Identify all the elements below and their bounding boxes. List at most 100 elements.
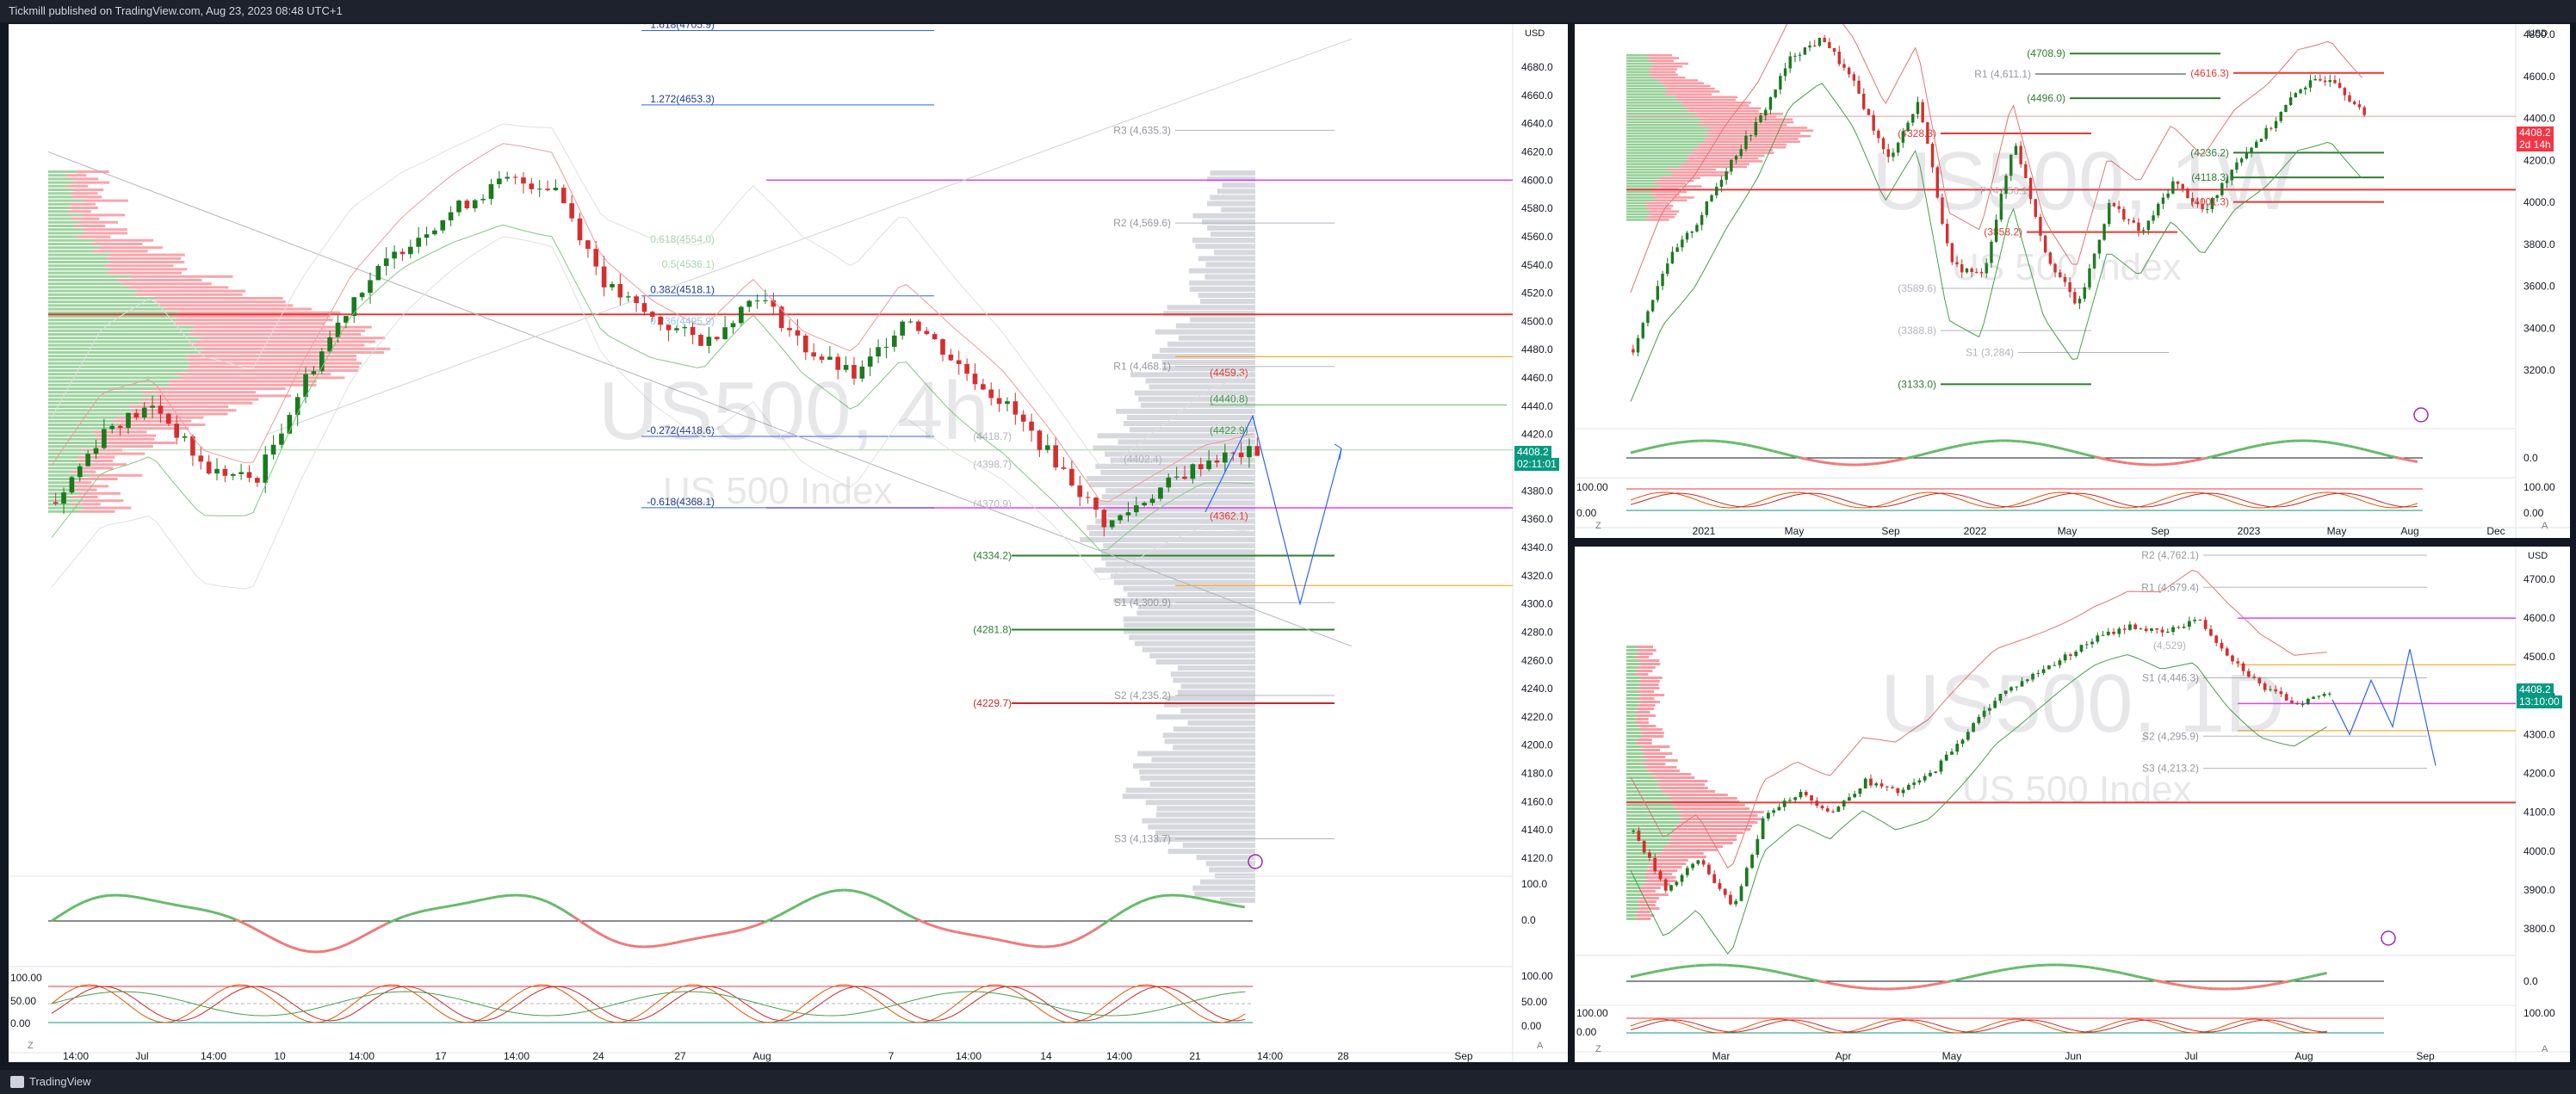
price-candle: [1750, 855, 1754, 868]
momentum-oscillator-line: [1212, 899, 1222, 905]
watermark-symbol: US500, 1D: [1880, 658, 2285, 750]
volume-profile-down: [72, 189, 104, 191]
price-tick-label: 4400.0: [2523, 113, 2555, 125]
volume-profile-up: [48, 289, 138, 293]
price-candle: [1929, 772, 1932, 776]
momentum-oscillator-line: [291, 946, 300, 951]
volume-profile-up: [1626, 859, 1651, 862]
price-candle: [1783, 68, 1787, 77]
volume-profile-down: [75, 485, 109, 488]
price-candle: [601, 266, 607, 287]
momentum-oscillator-line: [708, 933, 717, 938]
momentum-oscillator-line: [883, 900, 894, 908]
momentum-oscillator-line: [362, 930, 373, 937]
watermark-name: US 500 Index: [1952, 246, 2182, 288]
volume-profile-down: [77, 460, 114, 462]
volume-profile-down: [129, 286, 229, 289]
volume-profile-down: [71, 177, 99, 181]
price-candle: [1690, 231, 1694, 233]
volume-profile-down: [1646, 54, 1673, 57]
price-candle: [214, 468, 220, 474]
price-tick-label: 4320.0: [1521, 570, 1553, 582]
volume-profile-down: [1644, 745, 1670, 748]
price-candle: [1656, 286, 1660, 300]
momentum-oscillator-line: [1808, 977, 1815, 982]
volume-profile-down: [65, 184, 89, 188]
auto-scale-button[interactable]: A: [1537, 1041, 1544, 1051]
time-tick-label: May: [2058, 525, 2078, 537]
price-candle: [996, 398, 1002, 405]
price-candle: [1955, 744, 1960, 752]
price-tick-label: 4520.0: [1521, 287, 1553, 300]
zoom-corner-left[interactable]: Z: [1595, 521, 1601, 531]
momentum-oscillator-line: [1236, 904, 1245, 909]
auto-scale-button[interactable]: A: [2542, 521, 2548, 531]
volume-profile-down: [80, 491, 121, 495]
volume-profile-up: [1626, 124, 1699, 127]
osc-tick-label: 0.00: [1576, 507, 1597, 519]
volume-profile-down: [1650, 859, 1688, 862]
price-candle: [2343, 88, 2347, 96]
session-volume-bar: [1155, 329, 1255, 335]
volume-profile-down: [69, 470, 96, 473]
volume-profile-down: [1654, 62, 1689, 65]
chart-panel-daily[interactable]: 4700.04600.04500.04400.04300.04200.04100…: [1575, 547, 2570, 1062]
volume-profile-up: [1626, 683, 1640, 686]
price-candle: [1701, 860, 1706, 865]
volume-profile-up: [48, 170, 76, 173]
lightning-icon: [2381, 930, 2396, 946]
footer-brand[interactable]: TradingView: [29, 1075, 91, 1088]
momentum-oscillator-line: [547, 900, 557, 907]
price-candle: [1774, 89, 1777, 98]
momentum-oscillator-line: [2078, 451, 2085, 456]
session-volume-bar: [1198, 256, 1255, 262]
price-candle: [1782, 800, 1786, 807]
price-candle: [1917, 780, 1922, 783]
momentum-oscillator-line: [2226, 450, 2233, 454]
volume-profile-up: [48, 325, 195, 329]
momentum-oscillator-line: [1020, 943, 1029, 948]
momentum-oscillator-line: [2013, 966, 2020, 970]
volume-profile-up: [1626, 701, 1640, 703]
time-tick-label: Apr: [1836, 1050, 1852, 1062]
time-tick-label: Mar: [1712, 1050, 1731, 1062]
time-tick-label: Aug: [2400, 525, 2418, 537]
volume-profile-up: [1626, 831, 1674, 834]
zoom-corner-left[interactable]: Z: [28, 1041, 34, 1051]
price-candle: [1730, 159, 1733, 172]
price-candle: [2063, 276, 2067, 282]
volume-profile-up: [48, 488, 71, 491]
chart-canvas-4h[interactable]: 4680.04660.04640.04620.04600.04580.04560…: [9, 24, 1568, 1062]
volume-profile-down: [70, 192, 98, 195]
price-candle: [1749, 135, 1753, 137]
price-candle: [2319, 78, 2322, 81]
volume-profile-up: [1626, 721, 1636, 724]
momentum-oscillator-line: [51, 914, 61, 923]
momentum-oscillator-line: [1820, 460, 1827, 465]
price-tick-label: 4200.0: [1521, 739, 1553, 751]
volume-profile-up: [1626, 739, 1637, 741]
volume-profile-up: [1626, 714, 1638, 717]
chart-canvas-weekly[interactable]: 4800.04600.04400.04200.04000.03800.03600…: [1575, 24, 2570, 538]
momentum-oscillator-line: [2127, 973, 2133, 977]
level-label: (4616.3): [2190, 67, 2229, 79]
stochastic-slow-line: [51, 991, 1246, 1017]
price-candle: [1825, 808, 1830, 812]
price-candle: [2245, 151, 2249, 159]
volume-profile-down: [1698, 124, 1787, 127]
auto-scale-button[interactable]: A: [2542, 1044, 2548, 1054]
volume-profile-up: [1626, 773, 1653, 776]
volume-profile-down: [96, 437, 155, 441]
chart-panel-weekly[interactable]: 4800.0 4600.0 4400.0 4200.0 4000.0 3800.0 3600…: [1575, 24, 2570, 538]
price-candle: [1109, 520, 1115, 528]
chart-panel-4h[interactable]: 4680.0 4660.0 4640.0 4620.0 4600.0 4580.0 4560…: [9, 24, 1568, 1062]
zoom-corner-left[interactable]: Z: [1595, 1044, 1601, 1054]
price-candle: [2306, 698, 2310, 705]
tradingview-logo-icon[interactable]: [10, 1076, 24, 1088]
momentum-oscillator-line: [2310, 973, 2317, 978]
price-candle: [1069, 468, 1074, 486]
volume-profile-down: [1638, 890, 1656, 893]
volume-profile-down: [1648, 71, 1676, 73]
session-volume-bar: [1100, 549, 1255, 555]
time-tick-label: May: [1785, 525, 1805, 537]
